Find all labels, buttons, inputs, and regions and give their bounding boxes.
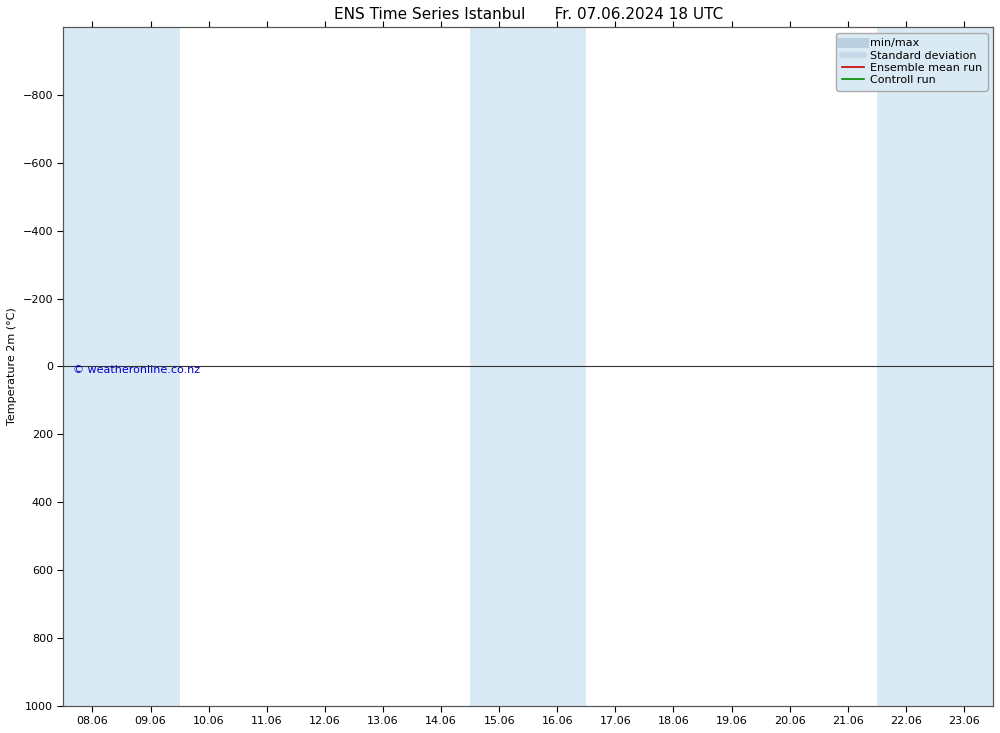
Y-axis label: Temperature 2m (°C): Temperature 2m (°C) <box>7 308 17 425</box>
Bar <box>470 27 586 706</box>
Legend: min/max, Standard deviation, Ensemble mean run, Controll run: min/max, Standard deviation, Ensemble me… <box>836 33 988 91</box>
Title: ENS Time Series Istanbul      Fr. 07.06.2024 18 UTC: ENS Time Series Istanbul Fr. 07.06.2024 … <box>334 7 723 22</box>
Bar <box>63 27 180 706</box>
Bar <box>877 27 993 706</box>
Text: © weatheronline.co.nz: © weatheronline.co.nz <box>73 365 200 375</box>
